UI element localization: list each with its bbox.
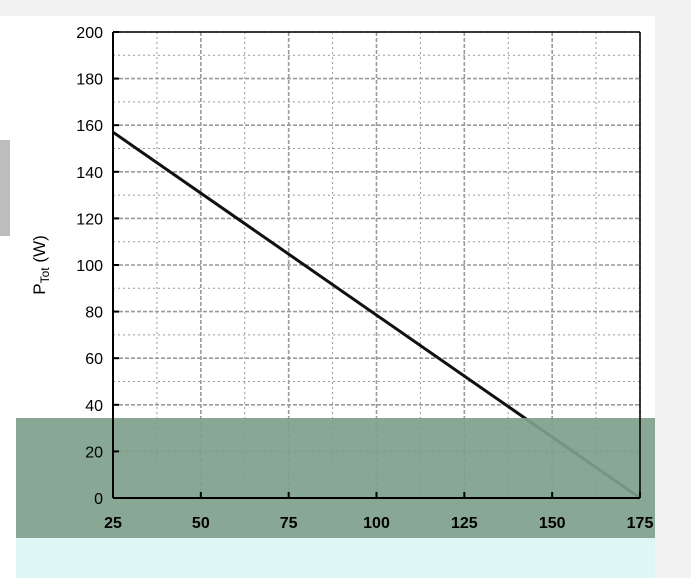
- y-tick-label: 80: [85, 305, 103, 322]
- x-tick-label: 25: [104, 515, 122, 532]
- y-axis-label: PTot (W): [30, 235, 52, 294]
- x-axis-ticks: 25 50 75 100 125 150 175: [104, 492, 653, 532]
- right-panel: [655, 0, 691, 578]
- top-strip: [0, 0, 691, 16]
- y-tick-label: 180: [76, 72, 103, 89]
- y-tick-label: 140: [76, 165, 103, 182]
- bottom-highlight: [16, 538, 655, 578]
- overlay-band: [16, 418, 655, 538]
- x-tick-label: 150: [539, 515, 566, 532]
- left-panel-tab: [0, 140, 10, 236]
- x-tick-label: 50: [192, 515, 210, 532]
- x-tick-label: 125: [451, 515, 478, 532]
- x-tick-label: 100: [363, 515, 390, 532]
- y-tick-label: 20: [85, 444, 103, 461]
- y-tick-label: 160: [76, 118, 103, 135]
- y-tick-label: 60: [85, 351, 103, 368]
- y-tick-label: 120: [76, 211, 103, 228]
- y-tick-label: 0: [94, 491, 103, 508]
- y-tick-label: 100: [76, 258, 103, 275]
- x-tick-label: 175: [627, 515, 654, 532]
- y-tick-label: 40: [85, 398, 103, 415]
- x-tick-label: 75: [280, 515, 298, 532]
- y-axis-ticks: 0 20 40 60 80 100 120 140 160 180 200: [76, 25, 119, 508]
- y-tick-label: 200: [76, 25, 103, 42]
